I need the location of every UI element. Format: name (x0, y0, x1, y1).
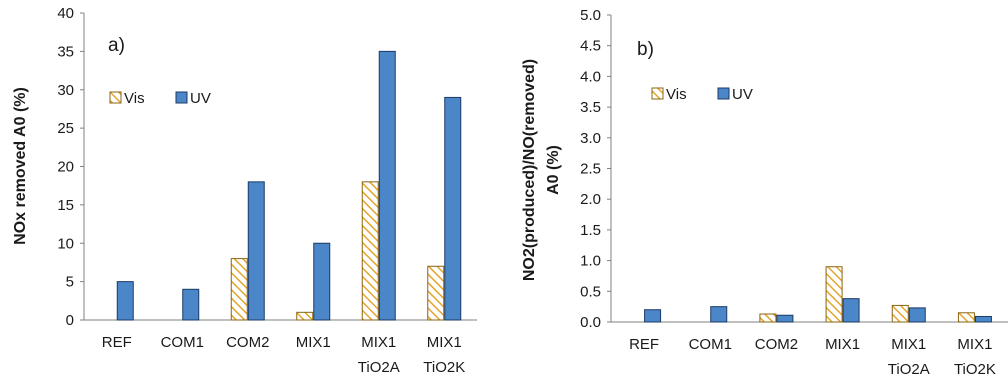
bar-uv-5 (908, 307, 926, 323)
y-tick-label: 4.5 (580, 38, 601, 55)
category-label: MIX1 (427, 334, 462, 351)
y-tick-label: 30 (57, 82, 74, 99)
category-label: TiO2A (888, 361, 930, 378)
y-axis-label: NOx removed A0 (%) (12, 87, 29, 245)
bar-uv-6 (974, 315, 992, 323)
category-label: TiO2K (954, 361, 996, 378)
category-label: COM2 (226, 334, 269, 351)
y-tick-label: 5.0 (580, 7, 601, 24)
category-label: MIX1 (891, 336, 926, 353)
panel-label: b) (637, 39, 654, 60)
category-label: COM1 (689, 336, 732, 353)
bar-uv-2 (710, 306, 728, 323)
y-tick-label: 4.0 (580, 68, 601, 85)
chart-panel-2: 0.0 0.5 1.0 1.5 2.0 2.5 3.0 3.5 4.0 4.5 5.0 NO2(pro… (521, 7, 1008, 378)
legend-label: Vis (666, 86, 687, 103)
bar-uv-2 (182, 288, 200, 321)
y-tick-label: 0.5 (580, 283, 601, 300)
bar-uv-4 (313, 242, 331, 321)
category-label: TiO2A (358, 359, 400, 376)
bar-uv-1 (116, 281, 134, 321)
y-tick-label: 40 (57, 5, 74, 22)
panel-label: a) (108, 35, 125, 56)
y-tick-label: 3.5 (580, 99, 601, 116)
category-label: MIX1 (361, 334, 396, 351)
bar-vis-4 (296, 311, 314, 321)
y-tick-label: 2.0 (580, 191, 601, 208)
legend-label: UV (732, 86, 753, 103)
bar-vis-6 (957, 312, 975, 323)
y-tick-label: 2.5 (580, 161, 601, 178)
bar-uv-4 (842, 298, 860, 323)
category-label: COM1 (161, 334, 204, 351)
legend-label: UV (190, 90, 211, 107)
category-label: REF (102, 334, 132, 351)
y-tick-label: 35 (57, 43, 74, 60)
category-label: MIX1 (296, 334, 331, 351)
bar-vis-4 (825, 266, 843, 323)
legend: Vis UV (651, 86, 753, 103)
bar-uv-6 (444, 96, 462, 321)
y-tick-label: 1.5 (580, 222, 601, 239)
bar-vis-6 (427, 265, 445, 321)
y-tick-label: 1.0 (580, 253, 601, 270)
category-label: COM2 (755, 336, 798, 353)
category-label: TiO2K (423, 359, 465, 376)
bar-uv-3 (776, 314, 794, 323)
legend-swatch-uv (175, 91, 188, 104)
y-tick-label: 10 (57, 235, 74, 252)
legend-swatch-vis (109, 91, 122, 104)
y-tick-label: 5 (66, 274, 74, 291)
y-tick-label: 20 (57, 159, 74, 176)
bar-uv-1 (644, 309, 662, 323)
legend: Vis UV (109, 90, 211, 107)
category-label: REF (629, 336, 659, 353)
bar-vis-5 (361, 181, 379, 321)
y-tick-label: 0.0 (580, 314, 601, 331)
legend-swatch-vis (651, 87, 664, 100)
y-tick-label: 15 (57, 197, 74, 214)
y-tick-label: 25 (57, 120, 74, 137)
bar-vis-5 (891, 304, 909, 323)
bar-vis-3 (759, 313, 777, 323)
category-label: MIX1 (957, 336, 992, 353)
y-axis-label: NO2(produced)/NO(removed) (521, 59, 538, 281)
bar-uv-3 (247, 181, 265, 321)
y-tick-label: 0 (66, 312, 74, 329)
category-label: MIX1 (825, 336, 860, 353)
bar-uv-5 (378, 50, 396, 321)
legend-label: Vis (124, 90, 145, 107)
legend-swatch-uv (717, 87, 730, 100)
y-axis-label: A0 (%) (545, 145, 562, 195)
bar-vis-3 (230, 258, 248, 321)
chart-panel-1: 0 5 10 15 20 25 30 35 40 NOx removed A0 (%) a) REF C… (12, 5, 477, 376)
y-tick-label: 3.0 (580, 130, 601, 147)
